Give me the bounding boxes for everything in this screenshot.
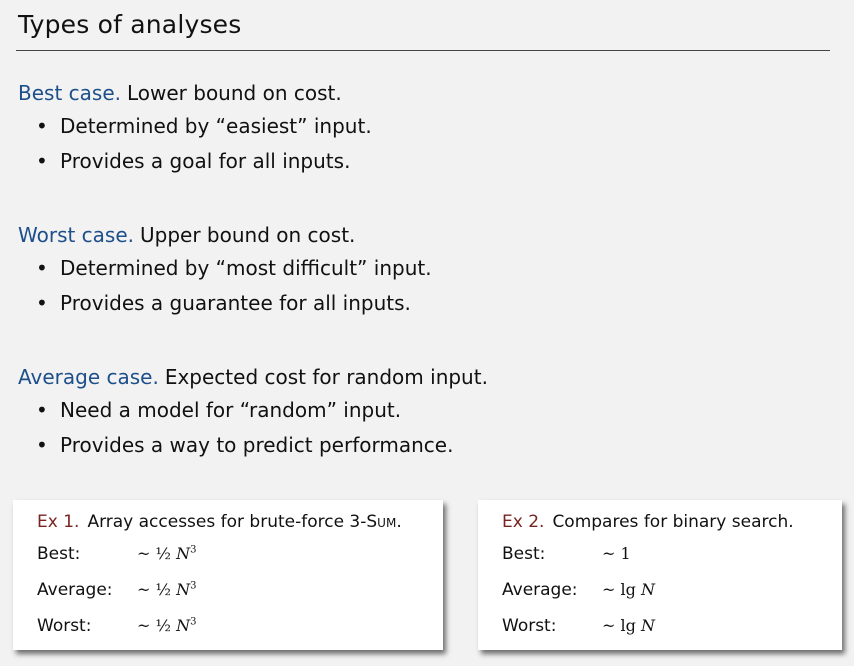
section-worst-case: Worst case.Upper bound on cost. Determin… xyxy=(18,223,432,323)
row-value: ~ lg N xyxy=(602,580,655,599)
row-name: Worst: xyxy=(502,616,557,636)
row-name: Worst: xyxy=(37,616,92,636)
bullet: Provides a goal for all inputs. xyxy=(36,146,372,181)
section-heading: Worst case. xyxy=(18,223,135,247)
bullet: Provides a way to predict performance. xyxy=(36,430,488,465)
slide-title: Types of analyses xyxy=(18,10,242,39)
example-box-2: Ex 2. Compares for binary search. Best: ~ … xyxy=(478,500,842,650)
example-desc: Compares for binary search. xyxy=(552,512,794,532)
example-desc: Array accesses for brute-force 3- xyxy=(87,512,367,532)
example-row: Worst: ~ lg N xyxy=(502,616,655,636)
bullet: Provides a guarantee for all inputs. xyxy=(36,288,432,323)
example-label: Ex 1. xyxy=(37,512,80,532)
row-name: Average: xyxy=(37,580,113,600)
section-heading: Best case. xyxy=(18,81,121,105)
example-row: Best: ~ 1 xyxy=(502,544,631,564)
bullet: Determined by “most difficult” input. xyxy=(36,253,432,288)
row-name: Best: xyxy=(502,544,546,564)
section-heading: Average case. xyxy=(18,365,159,389)
example-label: Ex 2. xyxy=(502,512,545,532)
example-box-1: Ex 1. Array accesses for brute-force 3-Su… xyxy=(13,500,443,650)
section-best-case: Best case.Lower bound on cost. Determine… xyxy=(18,81,372,181)
example-row: Worst: ~ ½ N3 xyxy=(37,616,196,636)
title-divider xyxy=(16,50,830,51)
row-value: ~ ½ N3 xyxy=(137,544,197,563)
row-name: Best: xyxy=(37,544,81,564)
section-lead: Upper bound on cost. xyxy=(140,223,356,247)
section-lead: Lower bound on cost. xyxy=(126,81,342,105)
row-name: Average: xyxy=(502,580,578,600)
example-desc-smallcaps: Sum xyxy=(366,512,397,532)
bullet: Determined by “easiest” input. xyxy=(36,111,372,146)
row-value: ~ ½ N3 xyxy=(137,580,197,599)
bullet: Need a model for “random” input. xyxy=(36,395,488,430)
example-row: Best: ~ ½ N3 xyxy=(37,544,196,564)
example-row: Average: ~ lg N xyxy=(502,580,655,600)
section-lead: Expected cost for random input. xyxy=(164,365,488,389)
row-value: ~ 1 xyxy=(602,544,631,563)
section-average-case: Average case. Expected cost for random in… xyxy=(18,365,488,465)
example-row: Average: ~ ½ N3 xyxy=(37,580,196,600)
row-value: ~ lg N xyxy=(602,616,655,635)
example-desc-end: . xyxy=(396,512,402,532)
row-value: ~ ½ N3 xyxy=(137,616,197,635)
